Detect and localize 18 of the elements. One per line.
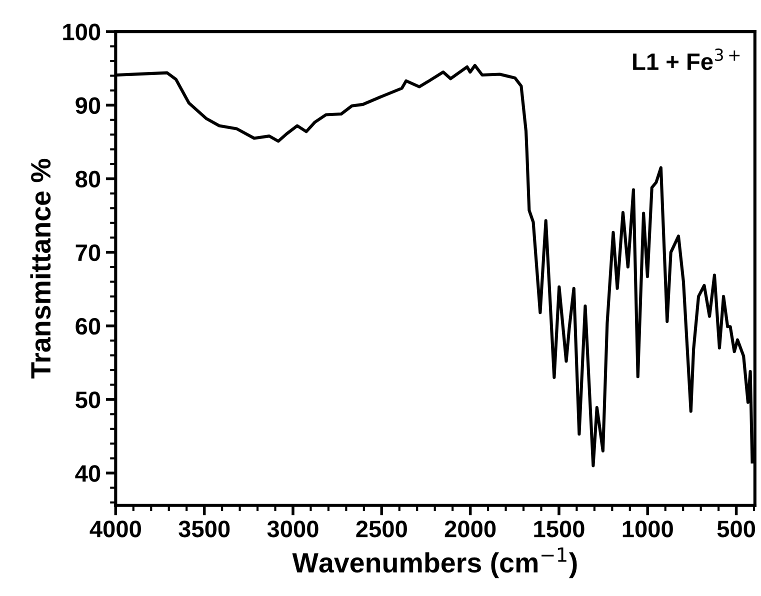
y-tick-label: 100 (63, 24, 100, 40)
x-tick-label: 2000 (444, 520, 496, 538)
x-axis-title: Wavenumbers (cm$^{−1}$) (292, 548, 577, 578)
x-tick-label: 4000 (90, 520, 141, 538)
y-tick-label: 80 (76, 170, 100, 188)
x-tick-label: 500 (717, 520, 756, 538)
y-axis-title: Transmittance % (30, 158, 51, 379)
y-tick-label: 40 (75, 465, 100, 482)
x-tick-label: 3000 (267, 520, 318, 538)
x-tick-label: 1000 (622, 520, 673, 538)
y-tick-label: 60 (76, 318, 100, 335)
y-tick-label: 90 (76, 97, 100, 114)
x-tick-label: 2500 (356, 520, 407, 538)
annotation: L1 + Fe$^{3+}$ (633, 48, 740, 70)
x-tick-label: 1500 (534, 520, 584, 538)
x-tick-label: 3500 (178, 520, 230, 538)
y-tick-label: 70 (76, 244, 100, 262)
y-tick-label: 50 (76, 392, 100, 408)
